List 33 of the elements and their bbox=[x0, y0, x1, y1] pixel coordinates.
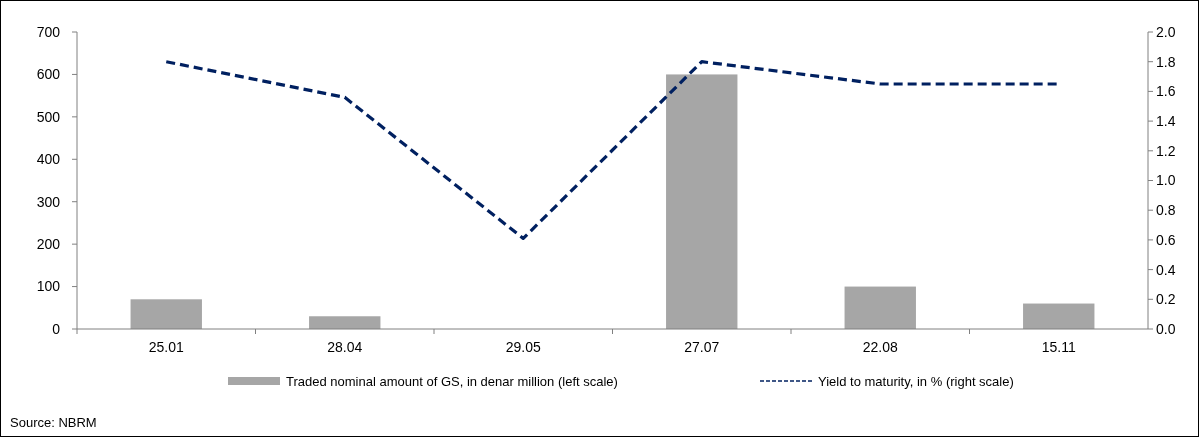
bar bbox=[1023, 303, 1095, 329]
bar bbox=[130, 299, 202, 329]
y-tick-label: 500 bbox=[36, 108, 61, 125]
y2-tick-label: 0.0 bbox=[1156, 320, 1176, 337]
x-tick-label: 27.07 bbox=[684, 339, 720, 355]
x-tick-label: 22.08 bbox=[862, 339, 898, 355]
y-tick-label: 600 bbox=[36, 66, 61, 83]
y-tick-label: 300 bbox=[36, 193, 61, 210]
y2-tick-label: 1.8 bbox=[1156, 53, 1176, 70]
y-tick-label: 100 bbox=[36, 278, 61, 295]
y-tick-label: 400 bbox=[36, 151, 61, 168]
y2-tick-label: 0.2 bbox=[1156, 291, 1176, 308]
y-tick-label: 700 bbox=[36, 23, 61, 40]
y2-tick-label: 0.8 bbox=[1156, 202, 1176, 219]
y-tick-label: 200 bbox=[36, 236, 61, 253]
x-tick-label: 28.04 bbox=[327, 339, 363, 355]
bar bbox=[844, 286, 916, 329]
y2-tick-label: 0.6 bbox=[1156, 231, 1176, 248]
y2-tick-label: 1.6 bbox=[1156, 83, 1176, 100]
x-tick-label: 15.11 bbox=[1041, 339, 1076, 355]
y2-tick-label: 1.0 bbox=[1156, 172, 1176, 189]
bar bbox=[309, 316, 381, 329]
legend-label: Traded nominal amount of GS, in denar million (left scale) bbox=[286, 373, 618, 389]
y-tick-label: 0 bbox=[52, 320, 61, 337]
source-note: Source: NBRM bbox=[10, 415, 97, 430]
y2-tick-label: 2.0 bbox=[1156, 23, 1176, 40]
x-tick-label: 29.05 bbox=[505, 339, 541, 355]
legend-label: Yield to maturity, in % (right scale) bbox=[818, 373, 1014, 389]
y2-tick-label: 1.2 bbox=[1156, 142, 1176, 159]
bar bbox=[666, 74, 738, 329]
x-tick-label: 25.01 bbox=[148, 339, 184, 355]
y2-tick-label: 0.4 bbox=[1156, 261, 1176, 278]
y2-tick-label: 1.4 bbox=[1156, 113, 1176, 129]
